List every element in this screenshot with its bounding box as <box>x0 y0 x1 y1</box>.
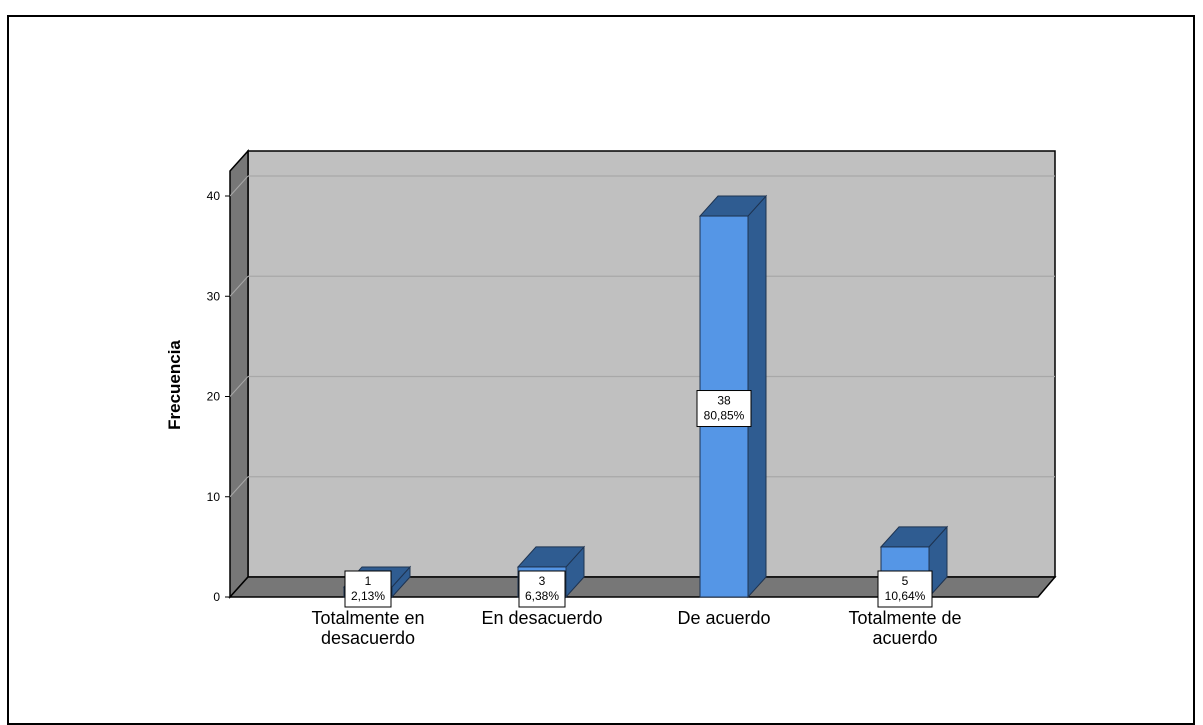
data-label-count: 38 <box>717 394 731 408</box>
x-tick-label: Totalmente en <box>311 608 424 628</box>
data-label-box <box>877 570 933 608</box>
data-label-box <box>696 390 752 428</box>
data-label-box <box>344 570 392 608</box>
data-label-percent: 80,85% <box>704 409 745 423</box>
x-tick-label: En desacuerdo <box>481 608 602 628</box>
y-axis-label: Frecuencia <box>165 340 184 430</box>
back-wall <box>247 150 1056 578</box>
y-tick-label: 20 <box>207 390 221 404</box>
y-tick-label: 10 <box>207 490 221 504</box>
data-label-percent: 10,64% <box>885 589 926 603</box>
left-wall <box>229 149 249 599</box>
gridline-side <box>229 476 249 498</box>
bar-top <box>516 546 586 568</box>
gridline-side <box>229 175 249 197</box>
x-tick-label: Totalmente de <box>848 608 961 628</box>
data-label-count: 5 <box>902 574 909 588</box>
y-tick-label: 0 <box>213 590 220 604</box>
y-tick-label: 40 <box>207 189 221 203</box>
data-label-percent: 2,13% <box>351 589 385 603</box>
x-tick-label: acuerdo <box>872 628 937 648</box>
y-tick-label: 30 <box>207 289 221 303</box>
data-label-count: 1 <box>365 574 372 588</box>
bar-group: 510,64% <box>877 525 949 608</box>
data-label-count: 3 <box>539 574 546 588</box>
bar-top <box>698 195 768 217</box>
floor <box>228 576 1057 598</box>
gridline-side <box>229 376 249 397</box>
x-tick-label: desacuerdo <box>321 628 415 648</box>
data-label-percent: 6,38% <box>525 589 559 603</box>
bar-group: 36,38% <box>516 545 586 608</box>
bar-top <box>879 526 949 548</box>
data-label-box <box>518 570 566 608</box>
gridline-side <box>229 275 249 297</box>
bar-group: 12,13% <box>342 565 412 608</box>
x-tick-label: De acuerdo <box>677 608 770 628</box>
